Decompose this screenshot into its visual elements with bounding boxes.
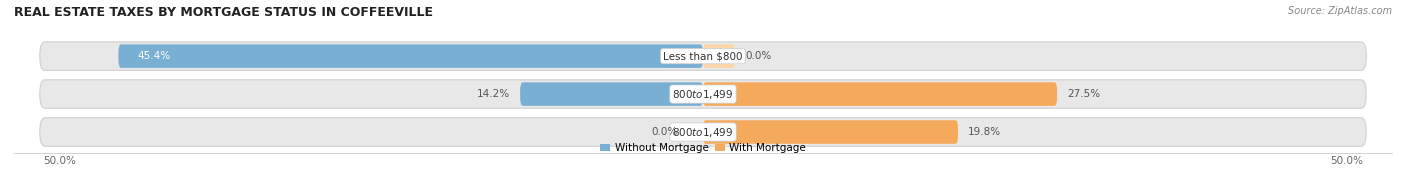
- Text: 19.8%: 19.8%: [969, 127, 1001, 137]
- FancyBboxPatch shape: [39, 42, 1367, 70]
- Text: REAL ESTATE TAXES BY MORTGAGE STATUS IN COFFEEVILLE: REAL ESTATE TAXES BY MORTGAGE STATUS IN …: [14, 6, 433, 19]
- Text: 0.0%: 0.0%: [745, 51, 772, 61]
- FancyBboxPatch shape: [39, 80, 1367, 108]
- Text: $800 to $1,499: $800 to $1,499: [672, 125, 734, 139]
- Text: Source: ZipAtlas.com: Source: ZipAtlas.com: [1288, 6, 1392, 16]
- Text: 27.5%: 27.5%: [1067, 89, 1101, 99]
- Text: 0.0%: 0.0%: [651, 127, 678, 137]
- FancyBboxPatch shape: [703, 44, 735, 68]
- FancyBboxPatch shape: [39, 118, 1367, 146]
- Text: $800 to $1,499: $800 to $1,499: [672, 88, 734, 101]
- Text: 45.4%: 45.4%: [138, 51, 170, 61]
- FancyBboxPatch shape: [703, 120, 957, 144]
- Legend: Without Mortgage, With Mortgage: Without Mortgage, With Mortgage: [596, 139, 810, 157]
- FancyBboxPatch shape: [118, 44, 703, 68]
- FancyBboxPatch shape: [520, 82, 703, 106]
- Text: 14.2%: 14.2%: [477, 89, 510, 99]
- Text: Less than $800: Less than $800: [664, 51, 742, 61]
- FancyBboxPatch shape: [703, 82, 1057, 106]
